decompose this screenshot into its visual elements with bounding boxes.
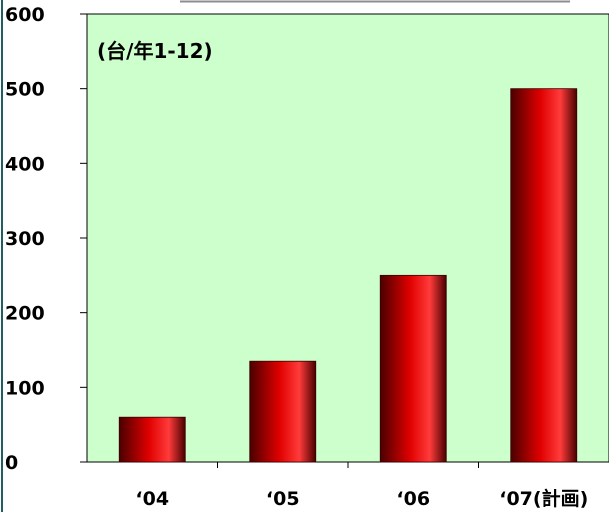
x-tick-label: ‘06 [396, 488, 430, 510]
bar [249, 360, 317, 463]
y-tick-label: 300 [5, 228, 45, 250]
x-tick-label: ‘05 [266, 488, 300, 510]
y-tick-label: 500 [5, 79, 45, 101]
bar [379, 274, 447, 463]
bar [118, 416, 186, 463]
bars [118, 88, 578, 463]
x-tick-label: ‘07(計画) [499, 487, 588, 510]
y-tick-label: 0 [5, 452, 18, 474]
frame-decoration [1, 0, 570, 512]
unit-label: (台/年1-12) [97, 39, 213, 63]
y-tick-label: 600 [5, 4, 45, 26]
y-tick-label: 400 [5, 153, 45, 175]
y-tick-label: 200 [5, 303, 45, 325]
y-tick-label: 100 [5, 377, 45, 399]
y-axis: 0 100 200 300 400 500 600 [5, 4, 87, 474]
x-tick-label: ‘04 [135, 488, 169, 510]
bar [510, 88, 578, 463]
x-axis: ‘04 ‘05 ‘06 ‘07(計画) [135, 462, 588, 510]
